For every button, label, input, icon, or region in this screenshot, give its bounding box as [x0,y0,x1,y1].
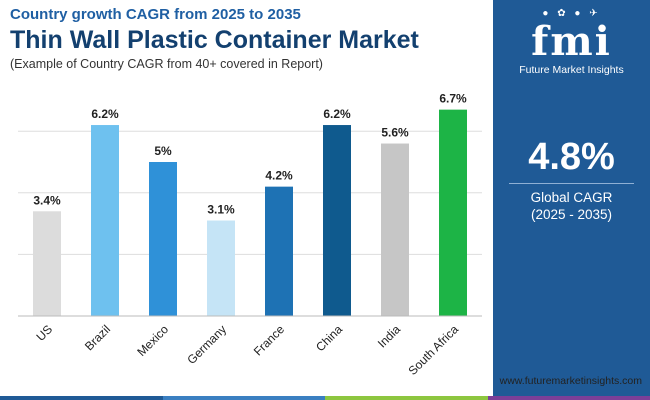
bar-us [33,211,61,316]
footer-segment [487,396,650,400]
global-cagr-period: (2025 - 2035) [530,207,613,222]
cagr-divider [509,183,634,184]
logo-text: Future Market Insights [519,64,624,76]
x-tick-label: South Africa [405,322,461,378]
chart-subtitle: Country growth CAGR from 2025 to 2035 [10,6,301,23]
bar-mexico [149,162,177,316]
footer-segment [325,396,488,400]
data-label: 5% [154,144,172,158]
data-label: 6.2% [323,107,351,121]
bar-germany [207,220,235,316]
footer-segment [162,396,325,400]
x-tick-label: China [313,322,345,354]
chart-header: Country growth CAGR from 2025 to 2035 Th… [10,6,480,72]
fmi-logo: ● ✿ ● ✈ fmi Future Market Insights [493,8,650,76]
bar-india [381,143,409,316]
x-tick-label: Germany [184,322,229,367]
bar-brazil [91,125,119,316]
footer-color-bar [0,396,650,400]
summary-panel: ● ✿ ● ✈ fmi Future Market Insights 4.8% … [493,0,650,400]
logo-mark: fmi [531,18,612,65]
footer-segment [0,396,163,400]
x-tick-label: France [251,322,288,359]
x-tick-label: Mexico [134,322,171,359]
bar-chart: 3.4% US 6.2% Brazil 5% Mexico 3.1% Germany 4.2% F… [18,92,482,378]
data-label: 5.6% [381,126,409,140]
logo-icons: ● ✿ ● ✈ [542,8,601,19]
x-tick-label: US [33,322,55,344]
data-label: 3.4% [33,193,61,207]
global-cagr-label: Global CAGR [530,190,613,205]
website-link[interactable]: www.futuremarketinsights.com [499,375,642,387]
data-label: 4.2% [265,169,293,183]
chart-title: Thin Wall Plastic Container Market [10,26,419,54]
bar-china [323,125,351,316]
data-label: 3.1% [207,203,235,217]
bar-france [265,186,293,316]
data-label: 6.7% [439,92,467,106]
global-cagr-value: 4.8% [528,136,615,178]
data-label: 6.2% [91,107,119,121]
bar-south-africa [439,109,467,316]
chart-note: (Example of Country CAGR from 40+ covere… [10,57,323,71]
x-tick-label: Brazil [82,322,113,353]
x-tick-label: India [375,322,404,351]
